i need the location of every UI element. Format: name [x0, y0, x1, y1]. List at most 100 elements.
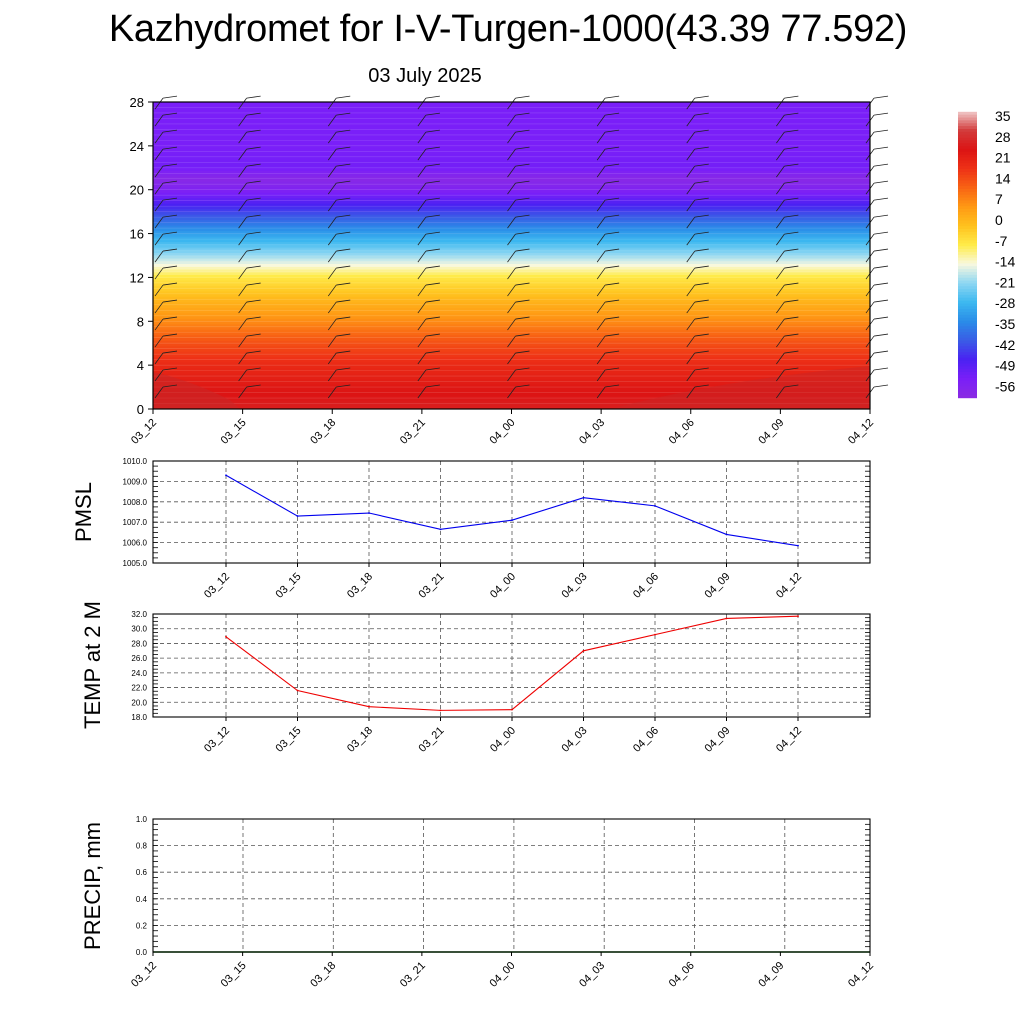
temperature-band: [153, 392, 870, 396]
wind-barb-shaft: [507, 267, 516, 280]
colorbar-swatch: [958, 111, 977, 116]
wind-barb-flag: [246, 265, 261, 269]
temperature-band: [153, 288, 870, 292]
colorbar-swatch: [958, 211, 977, 216]
wind-barb-flag: [694, 367, 709, 371]
wind-barb-flag: [336, 214, 351, 218]
temperature-band: [153, 257, 870, 262]
colorbar-swatch: [958, 177, 977, 181]
wind-barb-shaft: [776, 369, 785, 382]
wind-barb-flag: [605, 316, 620, 320]
contour-y-tick-label: 4: [137, 358, 144, 373]
wind-barb-flag: [162, 350, 178, 354]
wind-barb-flag: [873, 282, 889, 286]
colorbar-label: -7: [995, 233, 1008, 249]
wind-barb-flag: [246, 112, 261, 116]
temperature-band: [153, 348, 870, 352]
wind-barb-flag: [605, 265, 620, 269]
wind-barb-shaft: [686, 301, 696, 314]
wind-barb-column: [865, 95, 889, 399]
precip-y-tick-label: 0.6: [136, 868, 148, 877]
temperature-band: [153, 389, 870, 393]
wind-barb-flag: [425, 180, 440, 184]
wind-barb-flag: [515, 282, 530, 286]
wind-barb-shaft: [686, 182, 696, 195]
colorbar-label: -14: [995, 254, 1015, 270]
pmsl-y-tick-label: 1005.0: [123, 559, 148, 568]
contour-y-tick-label: 0: [137, 402, 144, 417]
temp-y-tick-label: 28.0: [131, 639, 147, 648]
temperature-band: [153, 337, 870, 341]
colorbar-swatch: [958, 386, 977, 390]
colorbar-swatch: [958, 148, 977, 153]
wind-barb-flag: [246, 299, 261, 303]
temp-y-tick-label: 26.0: [131, 654, 147, 663]
wind-barb-shaft: [596, 386, 606, 399]
wind-barb-shaft: [507, 114, 516, 127]
wind-barb-shaft: [238, 386, 247, 399]
wind-barb-flag: [336, 197, 351, 201]
wind-barb-flag: [873, 333, 889, 337]
wind-barb-flag: [694, 384, 709, 388]
colorbar-swatch: [958, 189, 977, 193]
wind-barb-shaft: [507, 250, 516, 263]
precip-x-tick-label: 04_09: [756, 960, 786, 990]
wind-barb-shaft: [596, 318, 606, 331]
temperature-band: [153, 192, 870, 196]
wind-barb-column: [327, 95, 351, 399]
wind-barb-flag: [605, 112, 620, 116]
wind-barb-shaft: [596, 165, 606, 178]
temperature-band: [153, 181, 870, 185]
wind-barb-shaft: [417, 335, 427, 348]
temp-panel: 18.0 20.0 22.0 24.0 26.0 28.0 30.0 32.0 03_12 03_…: [80, 601, 871, 755]
colorbar-swatch: [958, 352, 977, 356]
temperature-band: [153, 378, 870, 382]
temperature-band: [153, 310, 870, 314]
wind-barb-flag: [873, 231, 889, 235]
wind-barb-flag: [246, 95, 261, 99]
temperature-band: [153, 205, 870, 210]
temp-data-point: [582, 649, 585, 652]
wind-barb-flag: [605, 129, 620, 133]
contour-x-tick-label: 04_09: [756, 417, 786, 447]
temp-data-point: [296, 689, 299, 692]
wind-barb-column: [154, 95, 178, 399]
colorbar-swatch: [958, 309, 977, 313]
colorbar-swatch: [958, 354, 977, 359]
wind-barb-shaft: [327, 114, 337, 127]
wind-barb-shaft: [596, 182, 606, 195]
colorbar-swatch: [958, 229, 977, 233]
wind-barb-flag: [336, 231, 351, 235]
wind-barb-flag: [605, 163, 620, 167]
wind-barb-flag: [336, 299, 351, 303]
wind-barb-flag: [605, 248, 620, 252]
colorbar-swatch: [958, 269, 977, 273]
colorbar-swatch: [958, 357, 977, 362]
wind-barb-flag: [425, 316, 440, 320]
wind-barb-flag: [784, 197, 799, 201]
pmsl-panel: 1005.0 1006.0 1007.0 1008.0 1009.0 1010.0 03_1…: [71, 457, 871, 601]
wind-barb-flag: [784, 214, 799, 218]
colorbar-swatch: [958, 240, 977, 244]
colorbar-swatch: [958, 320, 977, 324]
wind-barb-shaft: [417, 250, 427, 263]
colorbar-swatch: [958, 266, 977, 270]
wind-barb-shaft: [417, 233, 427, 246]
wind-barb-shaft: [776, 284, 785, 297]
wind-barb-column: [776, 95, 799, 399]
wind-barb-flag: [162, 180, 178, 184]
temperature-band: [153, 120, 870, 125]
wind-barb-shaft: [686, 267, 696, 280]
temperature-band: [153, 405, 870, 410]
wind-barb-flag: [694, 112, 709, 116]
contour-x-tick-label: 04_06: [667, 417, 697, 447]
temperature-band: [153, 279, 870, 284]
wind-barb-flag: [425, 95, 440, 99]
wind-barb-flag: [336, 282, 351, 286]
wind-barb-flag: [873, 163, 889, 167]
temperature-band: [153, 364, 870, 369]
wind-barb-shaft: [327, 267, 337, 280]
wind-barb-flag: [425, 231, 440, 235]
wind-barb-shaft: [686, 97, 696, 110]
temperature-band: [153, 260, 870, 265]
